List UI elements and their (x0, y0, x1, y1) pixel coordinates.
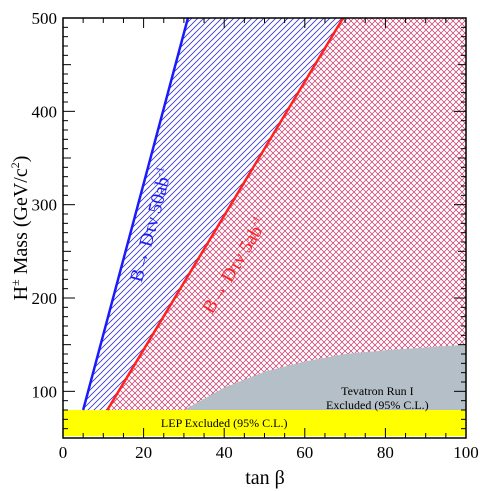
y-axis-title: H± Mass (GeV/c2) (8, 156, 32, 301)
lep-region-label: LEP Excluded (95% C.L.) (161, 416, 288, 430)
x-tick-label: 100 (453, 443, 479, 462)
x-axis-title: tan β (245, 467, 285, 489)
tevatron-region-label-line2: Excluded (95% C.L.) (326, 398, 429, 412)
axis-ticks (62, 17, 467, 439)
x-tick-label: 40 (216, 443, 233, 462)
lep-excluded-region (63, 410, 466, 437)
red-curve (106, 18, 345, 411)
x-tick-label: 60 (296, 443, 313, 462)
tevatron-excluded-region (183, 344, 466, 410)
x-tick-label: 20 (135, 443, 152, 462)
red-hatch-region (107, 18, 466, 410)
x-tick-label: 0 (59, 443, 68, 462)
blue-curve (81, 18, 190, 411)
blue-hatch-region (83, 18, 344, 410)
y-tick-label: 100 (32, 382, 58, 401)
tevatron-region-label-line1: Tevatron Run I (341, 384, 413, 398)
y-tick-label: 200 (32, 289, 58, 308)
y-tick-label: 300 (32, 196, 58, 215)
y-tick-label: 400 (32, 102, 58, 121)
x-tick-label: 80 (377, 443, 394, 462)
y-tick-label: 500 (32, 9, 58, 28)
